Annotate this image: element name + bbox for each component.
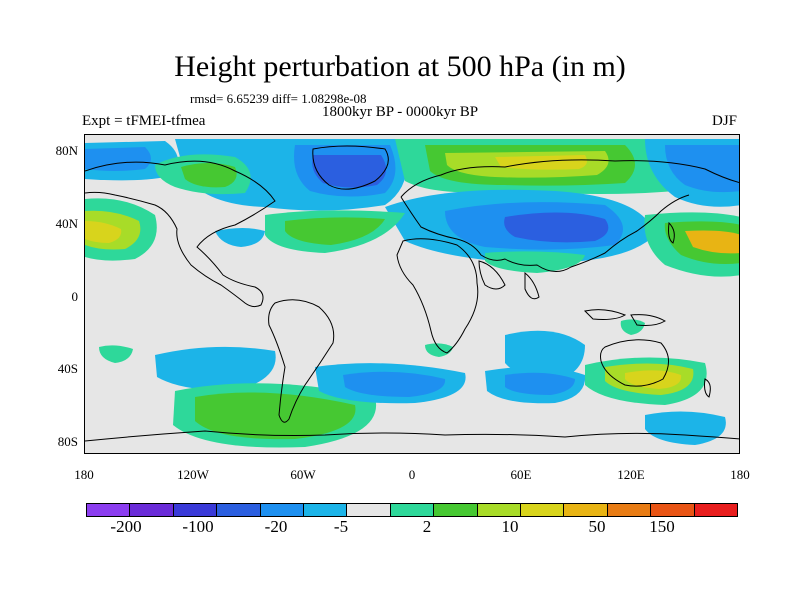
season-label: DJF [712, 113, 738, 129]
colorbar-label: 10 [501, 517, 519, 536]
stats-text: rmsd= 6.65239 diff= 1.08298e-08 [190, 91, 367, 106]
experiment-label: Expt = tFMEI-tfmea [82, 113, 206, 129]
colorbar-label: -20 [264, 517, 288, 536]
colorbar-swatch-2 [173, 504, 218, 516]
colorbar-swatch-5 [304, 504, 348, 516]
colorbar-swatch-3 [217, 504, 261, 516]
lon-tick-180W: 180 [74, 467, 94, 482]
colorbar-swatch-4 [260, 504, 305, 516]
colorbar-swatch-6 [347, 504, 391, 516]
lon-tick-120W: 120W [177, 467, 209, 482]
lat-tick-40S: 40S [57, 361, 78, 376]
colorbar-label: 50 [588, 517, 606, 536]
colorbar-swatch-11 [564, 504, 608, 516]
colorbar-swatch-9 [477, 504, 522, 516]
colorbar-swatch-1 [130, 504, 174, 516]
map-svg [85, 135, 739, 453]
lat-tick-40N: 40N [55, 216, 78, 231]
colorbar-swatch-0 [87, 504, 131, 516]
period-label: 1800kyr BP - 0000kyr BP [322, 104, 479, 120]
lat-tick-0: 0 [71, 289, 79, 304]
colorbar-label: -5 [333, 517, 349, 536]
colorbar-label: -100 [182, 517, 214, 536]
colorbar-label: 2 [422, 517, 432, 536]
lat-tick-80S: 80S [57, 434, 78, 449]
lon-tick-60W: 60W [290, 467, 316, 482]
map-panel [84, 134, 740, 454]
colorbar-swatch-8 [434, 504, 478, 516]
colorbar-label: -200 [110, 517, 142, 536]
lon-tick-0: 0 [408, 467, 416, 482]
colorbar-label: 150 [649, 517, 675, 536]
lat-tick-80N: 80N [55, 143, 78, 158]
colorbar-swatch-14 [694, 504, 738, 516]
figure-title: Height perturbation at 500 hPa (in m) [174, 50, 626, 83]
lon-tick-60E: 60E [510, 467, 532, 482]
colorbar-swatch-7 [390, 504, 435, 516]
colorbar-swatch-13 [651, 504, 695, 516]
colorbar-swatch-12 [607, 504, 652, 516]
colorbar [86, 503, 738, 517]
coastlines [85, 145, 739, 442]
lon-tick-180E: 180 [730, 467, 750, 482]
lon-tick-120E: 120E [617, 467, 645, 482]
colorbar-swatch-10 [521, 504, 565, 516]
